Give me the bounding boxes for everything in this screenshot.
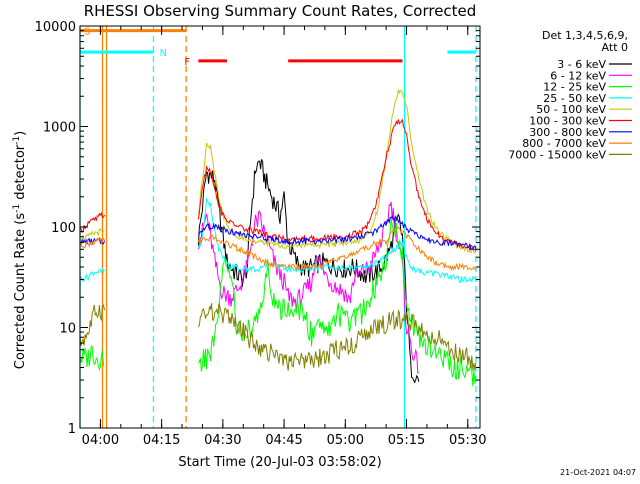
legend-label: 12 - 25 keV: [543, 81, 606, 94]
series-line: [197, 118, 476, 251]
y-axis-label-main: Corrected Count Rate (s: [13, 213, 28, 370]
legend-label: 300 - 800 keV: [529, 126, 606, 139]
y-axis-label-mid: detector: [13, 144, 28, 204]
plot-area: S N F 1 10 100 1000 10000 04:00 04:15 04:30 04:45 05…: [35, 20, 487, 448]
series-line: [79, 267, 105, 283]
series-line: [197, 226, 477, 272]
series-line: [79, 211, 105, 234]
series-line: [197, 215, 477, 251]
legend-label: 100 - 300 keV: [529, 115, 606, 128]
flag-label: S: [84, 27, 90, 38]
flag-label: F: [184, 57, 190, 68]
y-axis-label: Corrected Count Rate (s-1 detector-1): [12, 131, 28, 369]
series-line: [80, 237, 105, 246]
y-axis-label-sup2: -1: [12, 136, 22, 145]
legend-label: 7000 - 15000 keV: [508, 148, 606, 161]
x-tick-label: 05:00: [327, 433, 364, 448]
x-tick-label: 04:15: [143, 433, 180, 448]
legend-label: 50 - 100 keV: [536, 103, 606, 116]
legend-label: 25 - 50 keV: [543, 92, 606, 105]
series-line: [79, 237, 105, 249]
y-tick-label: 1: [68, 422, 76, 437]
footer-date: 21-Oct-2021 04:07: [560, 468, 636, 477]
x-tick-label: 04:00: [82, 433, 119, 448]
series-line: [197, 198, 477, 284]
y-tick-label: 1000: [43, 121, 76, 136]
x-axis-label: Start Time (20-Jul-03 03:58:02): [178, 455, 381, 470]
chart-title: RHESSI Observing Summary Count Rates, Co…: [84, 2, 477, 20]
legend-header-line2: Att 0: [602, 41, 628, 54]
legend-header-line1: Det 1,3,4,5,6,9,: [542, 29, 628, 42]
y-axis-label-sup1: -1: [12, 204, 22, 213]
x-tick-label: 05:15: [388, 433, 425, 448]
x-tick-label: 05:30: [449, 433, 486, 448]
y-axis-label-end: ): [13, 131, 28, 136]
x-tick-label: 04:45: [265, 433, 302, 448]
svg-text:Corrected Count Rate (s-1 dete: Corrected Count Rate (s-1 detector-1): [12, 131, 28, 369]
series-line: [79, 345, 105, 371]
series-line: [79, 304, 105, 347]
x-tick-label: 04:30: [204, 433, 241, 448]
legend-label: 6 - 12 keV: [550, 69, 606, 82]
y-tick-label: 100: [51, 221, 76, 236]
legend-label: 800 - 7000 keV: [522, 137, 606, 150]
series-line: [197, 201, 419, 374]
flag-label: N: [159, 48, 166, 59]
y-tick-label: 10000: [35, 20, 76, 35]
series-line: [197, 303, 477, 371]
legend-label: 3 - 6 keV: [557, 58, 606, 71]
y-tick-label: 10: [59, 322, 76, 337]
